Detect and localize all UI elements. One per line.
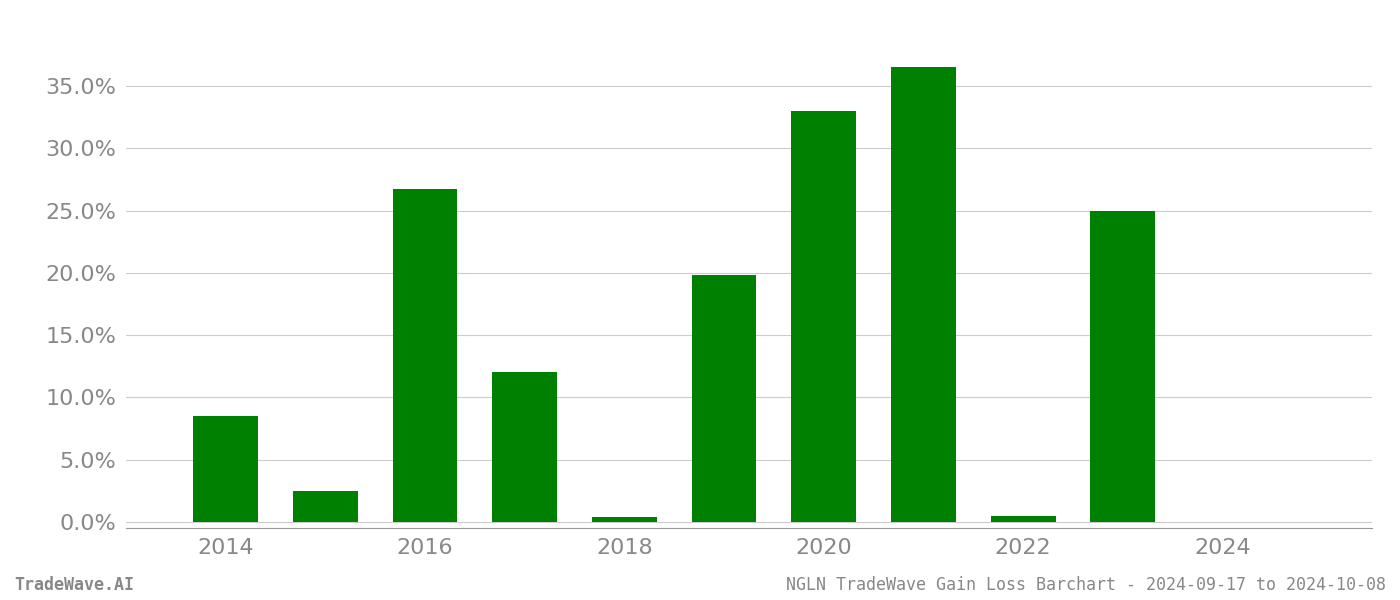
Bar (592, 517, 657, 522)
Bar (1091, 211, 1155, 522)
Bar (493, 373, 557, 522)
Bar (692, 275, 756, 522)
Bar (890, 67, 956, 522)
Bar (392, 190, 458, 522)
Bar (293, 491, 358, 522)
Text: NGLN TradeWave Gain Loss Barchart - 2024-09-17 to 2024-10-08: NGLN TradeWave Gain Loss Barchart - 2024… (785, 576, 1386, 594)
Bar (193, 416, 258, 522)
Bar (791, 111, 857, 522)
Bar (991, 515, 1056, 522)
Text: TradeWave.AI: TradeWave.AI (14, 576, 134, 594)
